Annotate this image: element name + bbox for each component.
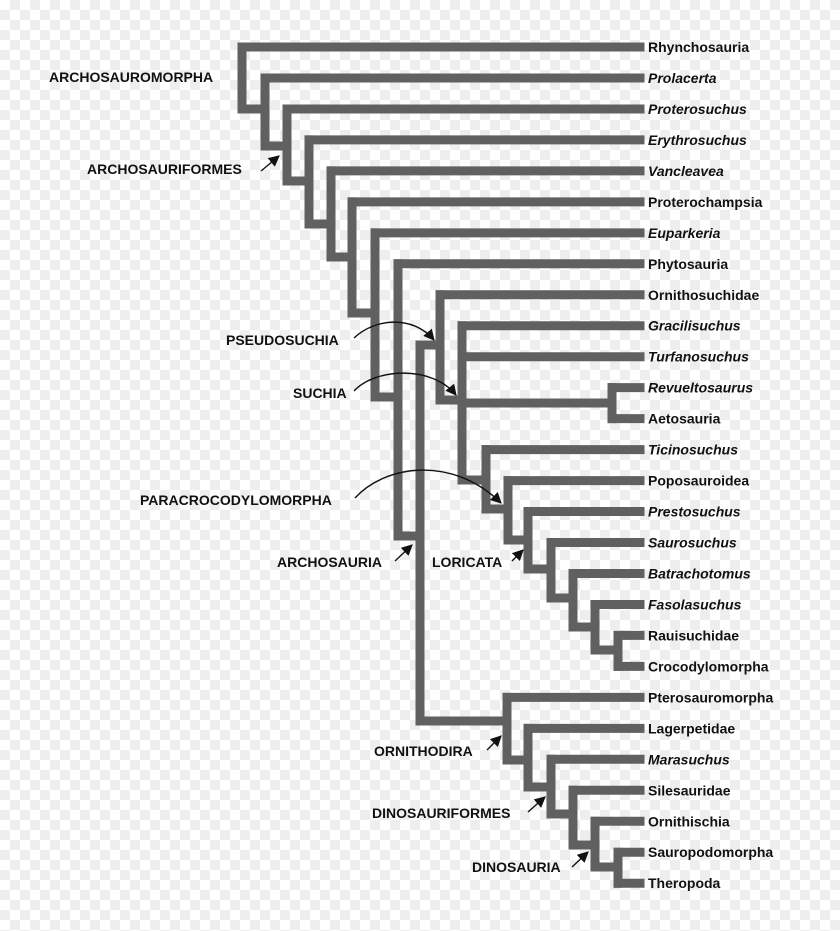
taxon-label-theropoda: Theropoda bbox=[648, 875, 721, 891]
taxon-label-crocodylomorpha: Crocodylomorpha bbox=[648, 658, 769, 674]
archosauriformes-arrow bbox=[260, 155, 280, 172]
loricata-arrow bbox=[511, 549, 524, 562]
taxon-labels: Rhynchosauria Prolacerta Proterosuchus Eryt… bbox=[648, 39, 773, 891]
clade-labels: ARCHOSAUROMORPHA ARCHOSAURIFORMES PSEUDO… bbox=[49, 69, 561, 875]
clade-label-paracrocodylomorpha: PARACROCODYLOMORPHA bbox=[140, 492, 332, 508]
taxon-label-poposauroidea: Poposauroidea bbox=[648, 473, 749, 489]
taxon-label-sauropodomorpha: Sauropodomorpha bbox=[648, 844, 773, 860]
clade-label-archosauria: ARCHOSAURIA bbox=[277, 554, 382, 570]
clade-label-archosauromorpha: ARCHOSAUROMORPHA bbox=[49, 69, 213, 85]
taxon-label-ornithischia: Ornithischia bbox=[648, 813, 730, 829]
suchia-arrow bbox=[353, 372, 457, 396]
clade-label-dinosauriformes: DINOSAURIFORMES bbox=[372, 805, 510, 821]
taxon-label-vancleavea: Vancleavea bbox=[648, 163, 724, 179]
taxon-label-rauisuchidae: Rauisuchidae bbox=[648, 627, 739, 643]
taxon-label-saurosuchus: Saurosuchus bbox=[648, 535, 737, 551]
taxon-label-pterosauromorpha: Pterosauromorpha bbox=[648, 689, 773, 705]
archosauria-arrow bbox=[394, 544, 413, 562]
taxon-label-erythrosuchus: Erythrosuchus bbox=[648, 132, 747, 148]
taxon-label-revueltosaurus: Revueltosaurus bbox=[648, 380, 753, 396]
clade-label-dinosauria: DINOSAURIA bbox=[472, 859, 561, 875]
paracrocodylomorpha-arrow bbox=[354, 469, 502, 504]
taxon-label-lagerpetidae: Lagerpetidae bbox=[648, 720, 735, 736]
taxon-label-prolacerta: Prolacerta bbox=[648, 70, 717, 86]
taxon-label-silesauridae: Silesauridae bbox=[648, 782, 731, 798]
pseudosuchia-arrow bbox=[353, 321, 435, 341]
taxon-label-phytosauria: Phytosauria bbox=[648, 256, 728, 272]
clade-pointers bbox=[260, 155, 589, 868]
taxon-label-proterochampsia: Proterochampsia bbox=[648, 194, 763, 210]
dinosauria-arrow bbox=[571, 851, 589, 868]
taxon-label-proterosuchus: Proterosuchus bbox=[648, 101, 747, 117]
taxon-label-ornithosuchidae: Ornithosuchidae bbox=[648, 287, 759, 303]
clade-label-ornithodira: ORNITHODIRA bbox=[374, 743, 473, 759]
clade-label-loricata: LORICATA bbox=[432, 554, 502, 570]
taxon-label-turfanosuchus: Turfanosuchus bbox=[648, 349, 749, 365]
dinosauriformes-arrow bbox=[527, 796, 546, 813]
taxon-label-aetosauria: Aetosauria bbox=[648, 411, 721, 427]
clade-label-archosauriformes: ARCHOSAURIFORMES bbox=[87, 161, 242, 177]
ornithodira-arrow bbox=[486, 735, 502, 751]
clade-label-suchia: SUCHIA bbox=[293, 385, 347, 401]
taxon-label-marasuchus: Marasuchus bbox=[648, 751, 730, 767]
tree-branches bbox=[237, 42, 645, 888]
taxon-label-fasolasuchus: Fasolasuchus bbox=[648, 596, 742, 612]
taxon-label-rhynchosauria: Rhynchosauria bbox=[648, 39, 749, 55]
clade-label-pseudosuchia: PSEUDOSUCHIA bbox=[226, 332, 339, 348]
taxon-label-prestosuchus: Prestosuchus bbox=[648, 504, 741, 520]
taxon-label-gracilisuchus: Gracilisuchus bbox=[648, 318, 741, 334]
taxon-label-euparkeria: Euparkeria bbox=[648, 225, 721, 241]
taxon-label-ticinosuchus: Ticinosuchus bbox=[648, 442, 738, 458]
taxon-label-batrachotomus: Batrachotomus bbox=[648, 565, 751, 581]
